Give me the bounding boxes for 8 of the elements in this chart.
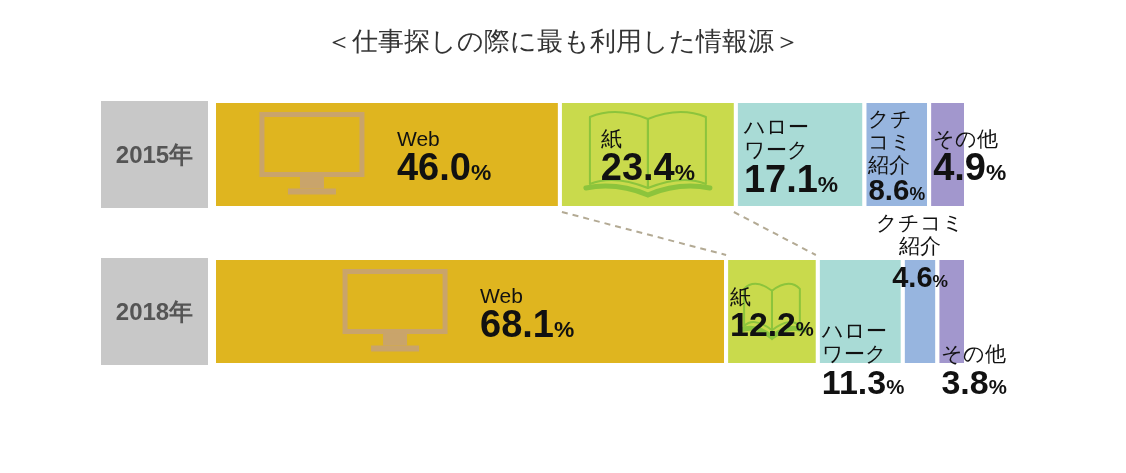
y-tick-label: 2018年	[115, 297, 194, 325]
text: クチコミ紹介	[868, 107, 913, 177]
data-label: 11.3%	[821, 363, 905, 402]
series-label: ハローワーク	[820, 319, 887, 365]
chart-title: ＜仕事探しの際に最も利用した情報源＞	[326, 26, 800, 56]
series-label: クチコミ紹介	[876, 211, 965, 257]
series-label: その他	[941, 342, 1007, 365]
y-tick-label: 2015年	[115, 140, 194, 168]
